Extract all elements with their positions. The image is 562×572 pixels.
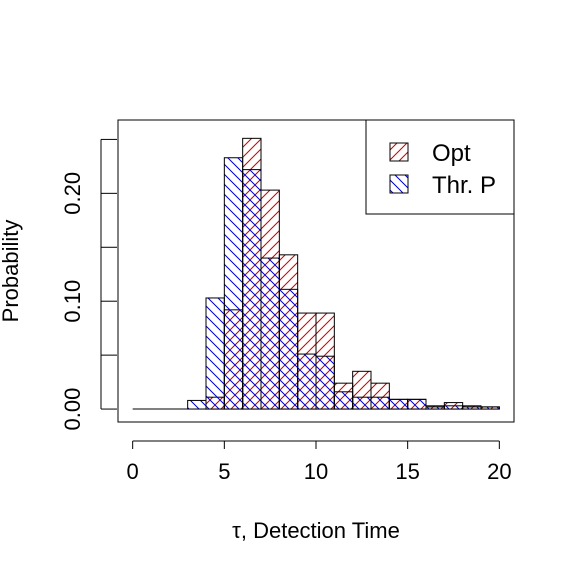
y-tick-label-0_2: 0.20 [60,172,85,215]
x-tick-label-20: 20 [487,459,511,484]
bar-thr-p-bin-8 [278,288,299,410]
legend-swatch-thr-p [389,174,409,194]
x-tick-label-5: 5 [218,459,230,484]
bar-thr-p-bin-5 [223,157,244,410]
x-tick-label-15: 15 [395,459,419,484]
y-axis: 0.00 0.10 0.20 [60,138,117,431]
plot-frame [117,119,515,423]
legend-swatch-opt [389,142,409,162]
bars-layer [132,137,500,410]
bar-thr-p-bin-11 [333,391,354,410]
legend-label-opt: Opt [432,140,471,167]
x-tick-label-0: 0 [127,459,139,484]
bar-thr-p-bin-14 [388,398,409,410]
bar-thr-p-bin-15 [407,398,427,410]
bar-thr-p-bin-17 [443,405,464,410]
y-axis-title: Probability [0,220,23,323]
bar-thr-p-bin-6 [242,169,262,410]
bar-thr-p-bin-7 [260,257,280,410]
legend: Opt Thr. P [365,119,515,215]
bar-thr-p-bin-9 [297,353,317,410]
legend-label-thr-p: Thr. P [432,172,496,199]
bar-thr-p-bin-18 [462,406,482,410]
bar-thr-p-bin-4 [205,297,225,410]
y-tick-label-0_1: 0.10 [60,280,85,323]
x-axis-title: τ, Detection Time [232,518,400,543]
legend-box [365,119,515,215]
x-axis: 0 5 10 15 20 [127,440,512,484]
bar-thr-p-bin-10 [315,355,335,410]
bar-thr-p-bin-12 [352,396,372,410]
bar-thr-p-bin-3 [187,399,207,410]
bar-thr-p-bin-16 [425,406,445,410]
x-tick-label-10: 10 [304,459,328,484]
bar-thr-p-bin-19 [480,406,500,410]
bar-thr-p-bin-13 [370,396,390,410]
y-tick-label-0: 0.00 [60,388,85,431]
